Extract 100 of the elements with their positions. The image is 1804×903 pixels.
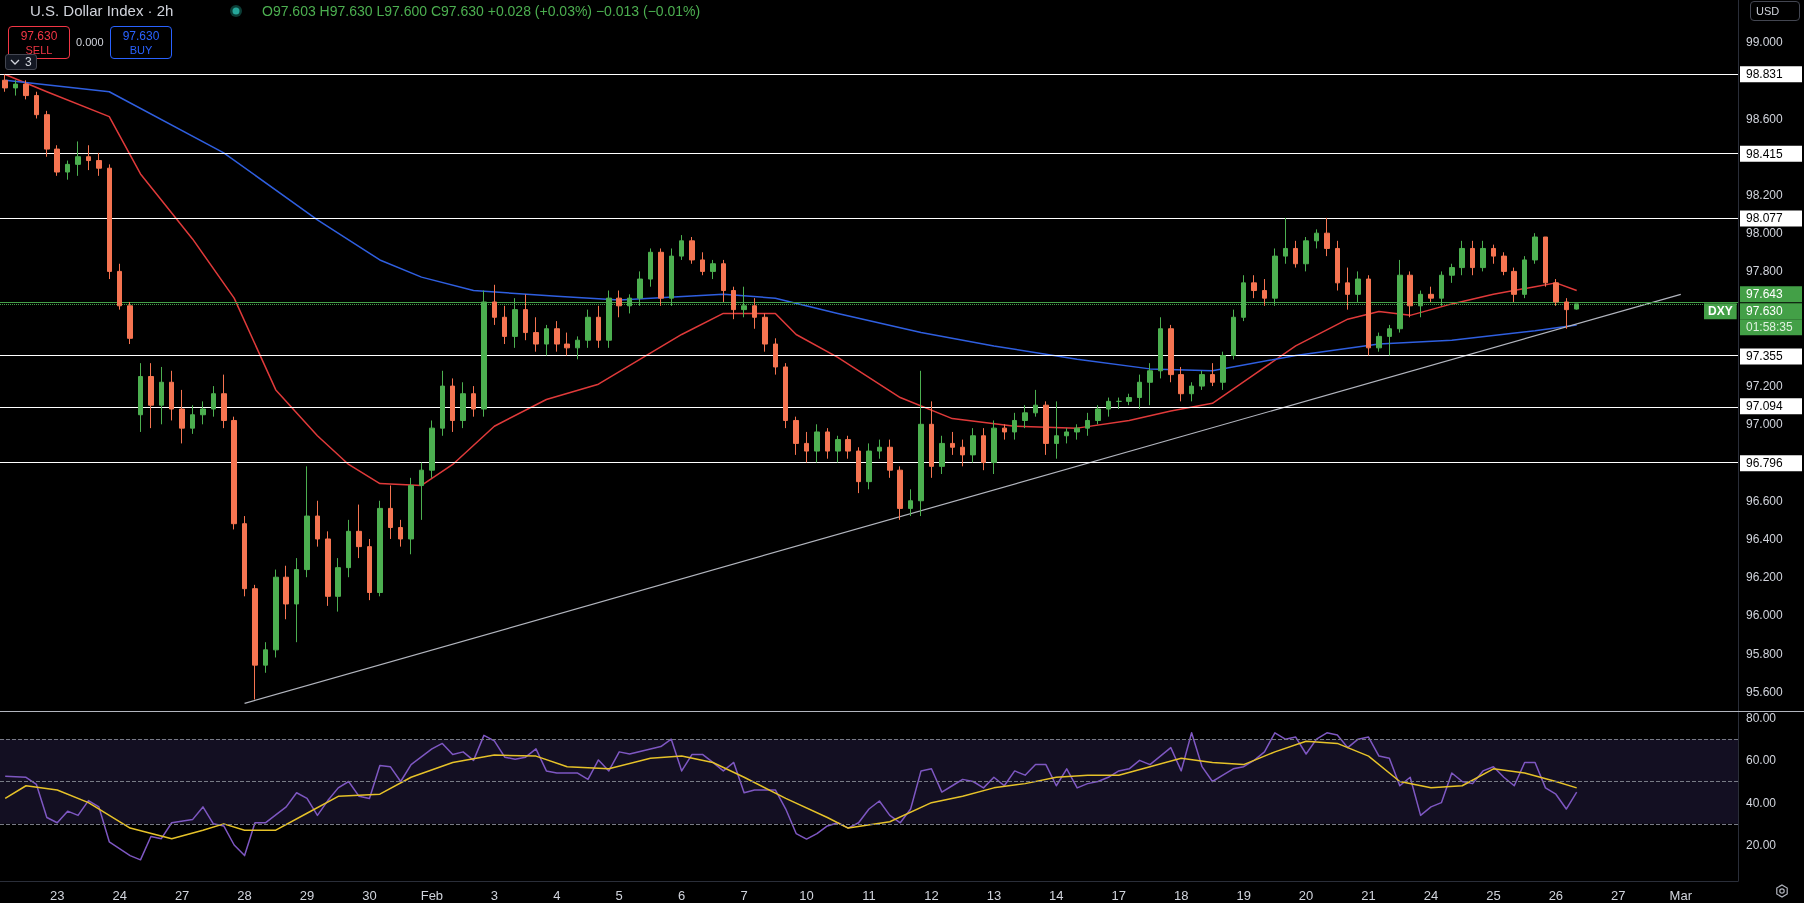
candlestick (741, 286, 747, 318)
candlestick (1522, 255, 1527, 299)
candlestick (950, 431, 955, 456)
y-tick-label: 20.00 (1746, 838, 1777, 853)
candlestick (1231, 309, 1236, 360)
candlestick (1491, 244, 1496, 265)
candlestick (304, 465, 310, 578)
buy-button: 97.630 BUY (110, 26, 172, 59)
candlestick (721, 259, 726, 303)
candlestick (1407, 270, 1413, 318)
candlestick (346, 519, 351, 578)
candlestick (887, 439, 893, 479)
candlestick (1470, 240, 1475, 276)
candlestick (1335, 240, 1340, 292)
candlestick (1314, 228, 1319, 249)
candlestick (658, 247, 664, 307)
x-tick-label: 13 (986, 888, 1002, 903)
candlestick (918, 370, 924, 517)
candlestick (564, 332, 570, 356)
candlestick (575, 335, 580, 360)
candlestick (731, 286, 736, 320)
candlestick (190, 404, 195, 435)
candlestick (65, 160, 70, 181)
candlestick (1220, 351, 1226, 391)
y-tick-label: 96.600 (1746, 493, 1784, 508)
candlestick (669, 247, 674, 307)
x-tick-label: 20 (1298, 888, 1314, 903)
candlestick (1480, 240, 1486, 272)
candlestick (408, 477, 414, 555)
line-series (4, 73, 1578, 487)
candlestick (1199, 370, 1205, 391)
candlestick (481, 290, 487, 418)
candlestick (877, 439, 882, 460)
candlestick (1074, 423, 1080, 441)
x-tick-label: 10 (799, 888, 814, 903)
candlestick (554, 320, 560, 353)
candlestick (429, 419, 435, 479)
candlestick (866, 442, 872, 490)
x-tick-label: 6 (678, 888, 686, 903)
x-tick-label: 19 (1236, 888, 1251, 903)
annotation: DXY (1708, 304, 1733, 319)
candlestick (1303, 236, 1309, 272)
chart-title: U.S. Dollar Index · 2h (30, 2, 174, 19)
currency-button: USD (1750, 1, 1800, 21)
y-tick-label: 96.000 (1746, 608, 1784, 623)
candlestick (273, 569, 279, 658)
candlestick (752, 297, 757, 330)
candlestick (492, 284, 497, 326)
x-tick-label: 18 (1173, 888, 1189, 903)
candlestick (1532, 232, 1538, 265)
x-tick-label: 21 (1361, 888, 1376, 903)
candlestick (179, 389, 185, 444)
ref-line-label: 97.094 (1746, 399, 1784, 414)
candlestick (1293, 240, 1298, 269)
candlestick (1324, 217, 1330, 257)
candlestick (1355, 270, 1361, 303)
candlestick (1283, 217, 1288, 265)
ref-line-label: 97.630 (1746, 304, 1784, 319)
candlestick (54, 144, 60, 177)
x-tick-label: 27 (1611, 888, 1626, 903)
candlestick (939, 435, 945, 475)
candlestick (616, 290, 622, 318)
candlestick (44, 110, 50, 158)
candlestick (231, 416, 237, 530)
candlestick (929, 400, 934, 479)
candlestick (13, 79, 18, 97)
candlestick (814, 423, 820, 464)
candlestick (773, 337, 778, 376)
candlestick (710, 259, 716, 280)
candlestick (991, 419, 997, 475)
candlestick (1439, 270, 1444, 307)
candlestick (845, 435, 851, 460)
candlestick (1345, 267, 1350, 311)
candlestick (169, 370, 174, 421)
candlestick (1168, 324, 1174, 383)
candlestick (523, 293, 528, 341)
candlestick (502, 305, 507, 345)
candlestick (1574, 303, 1579, 311)
candlestick (1064, 427, 1069, 444)
x-tick-label: 5 (615, 888, 623, 903)
candlestick (1553, 278, 1559, 307)
x-tick-label: 30 (362, 888, 377, 903)
candlestick (75, 140, 81, 177)
candlestick (211, 385, 216, 418)
candlestick (23, 79, 29, 100)
candlestick (419, 462, 424, 521)
candlestick (1459, 240, 1465, 276)
x-tick-label: 12 (924, 888, 939, 903)
candlestick (127, 301, 133, 345)
candlestick (138, 362, 143, 433)
candlestick (1002, 423, 1007, 441)
candlestick (356, 504, 362, 559)
candlestick (1033, 389, 1038, 418)
candlestick (252, 584, 258, 701)
x-tick-label: 7 (740, 888, 748, 903)
ref-line-label: 97.643 (1746, 287, 1784, 302)
candlestick (34, 91, 39, 119)
x-tick-label: 26 (1548, 888, 1564, 903)
candlestick (1189, 381, 1194, 402)
candlestick (325, 530, 331, 607)
